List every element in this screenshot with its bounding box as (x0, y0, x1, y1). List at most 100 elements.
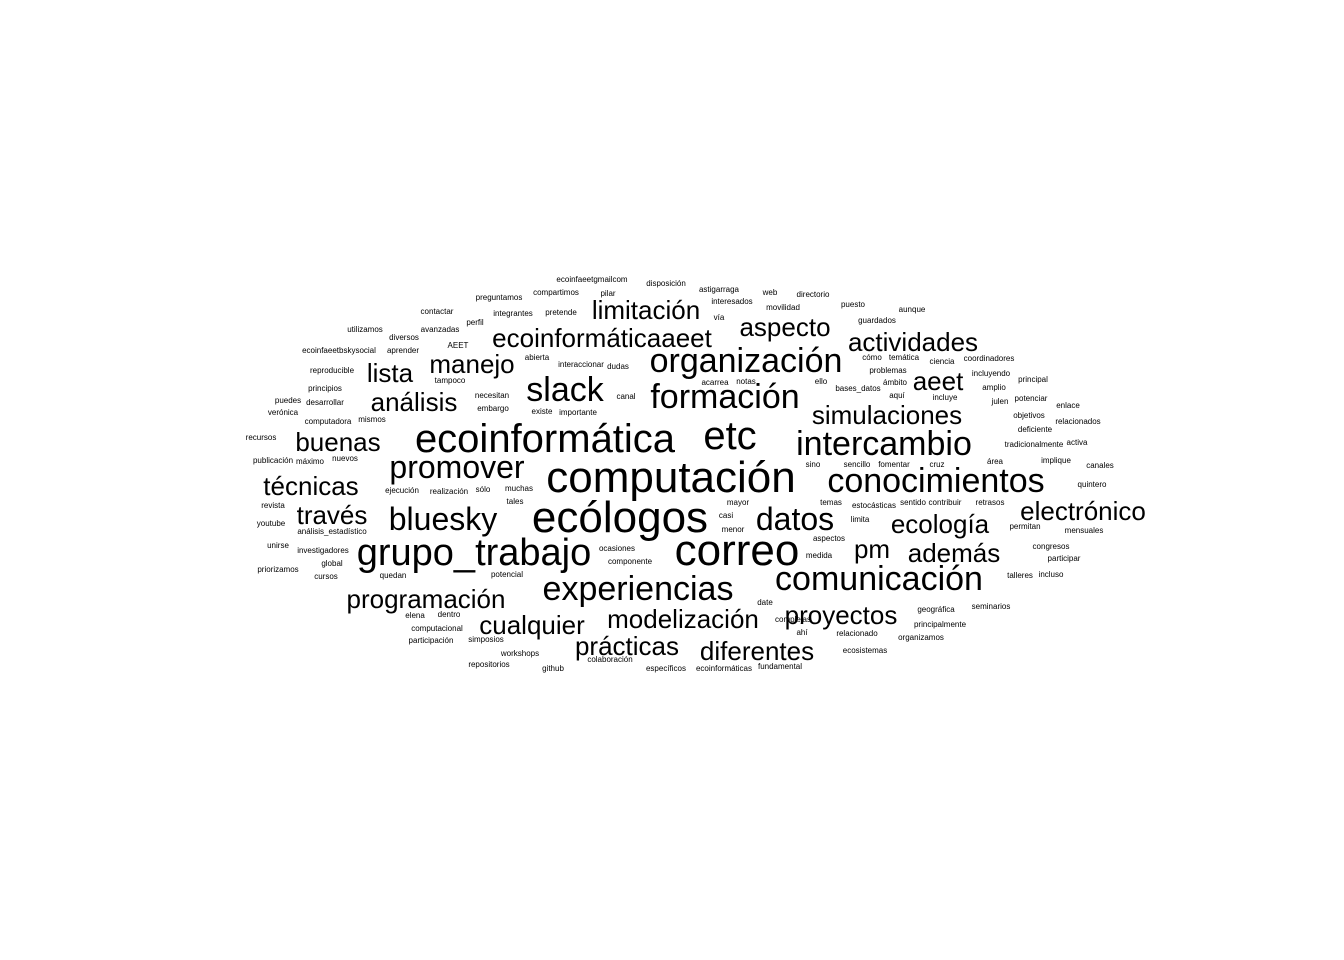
word-cloud-word: global (321, 559, 343, 568)
word-cloud-word: ahí (796, 628, 808, 637)
word-cloud-word: canales (1086, 461, 1114, 470)
word-cloud-word: objetivos (1013, 411, 1045, 420)
word-cloud-word: ello (814, 377, 828, 386)
word-cloud-word: componente (607, 557, 653, 566)
word-cloud-word: importante (559, 408, 597, 417)
word-cloud-word: comunicación (775, 560, 983, 598)
word-cloud-word: problemas (869, 366, 907, 375)
word-cloud-word: organizamos (898, 633, 944, 642)
word-cloud-word: ecoinfaeetbskysocial (302, 346, 376, 355)
word-cloud-word: formación (650, 378, 800, 416)
word-cloud-word: geográfica (917, 605, 955, 614)
word-cloud-word: dentro (437, 610, 461, 619)
word-cloud-word: sencillo (843, 460, 871, 469)
word-cloud-word: embargo (477, 404, 509, 413)
word-cloud-word: interaccionar (558, 360, 604, 369)
word-cloud-word: astigarraga (698, 285, 740, 294)
word-cloud-word: aspecto (739, 312, 831, 342)
word-cloud-word: menor (721, 525, 745, 534)
word-cloud-word: priorizamos (257, 565, 299, 574)
word-cloud-word: intercambio (796, 425, 972, 463)
word-cloud-word: electrónico (1020, 496, 1146, 526)
word-cloud-word: fundamental (757, 662, 803, 671)
word-cloud-word: programación (346, 584, 506, 614)
word-cloud-word: ecosistemas (842, 646, 888, 655)
word-cloud-word: ecólogos (531, 493, 709, 542)
word-cloud-word: enlace (1056, 401, 1080, 410)
word-cloud-word: principalmente (913, 620, 967, 629)
word-cloud-word: guardados (858, 316, 896, 325)
word-cloud-word: análisis_estadístico (297, 527, 367, 536)
word-cloud-word: contribuir (928, 498, 962, 507)
word-cloud-word: mismos (358, 415, 386, 424)
word-cloud-word: cualquier (479, 610, 585, 640)
word-cloud-word: experiencias (542, 570, 734, 608)
word-cloud-word: específicos (645, 664, 687, 673)
word-cloud-word: coordinadores (963, 354, 1015, 363)
word-cloud-word: ecología (890, 509, 990, 539)
word-cloud-word: datos (755, 501, 835, 537)
word-cloud-word: potencial (490, 570, 524, 579)
word-cloud-word: retrasos (975, 498, 1005, 507)
word-cloud-word: área (986, 457, 1004, 466)
word-cloud-word: tales (506, 497, 524, 506)
word-cloud-word: manejo (429, 349, 515, 379)
word-cloud-word: unirse (267, 541, 289, 550)
word-cloud-word: investigadores (297, 546, 349, 555)
word-cloud-word: fomentar (878, 460, 910, 469)
word-cloud-word: modelización (607, 604, 759, 634)
word-cloud-word: cómo (862, 353, 882, 362)
word-cloud-word: necesitan (474, 391, 510, 400)
word-cloud-word: integrantes (493, 309, 533, 318)
word-cloud-word: principios (308, 384, 342, 393)
word-cloud-word: sino (805, 460, 821, 469)
word-cloud-word: abierta (524, 353, 550, 362)
word-cloud-word: potenciar (1014, 394, 1048, 403)
word-cloud-word: limitación (591, 295, 701, 325)
word-cloud-word: directorio (796, 290, 830, 299)
word-cloud-word: ciencia (929, 357, 955, 366)
word-cloud-word: pilar (600, 289, 616, 298)
word-cloud-word: temas (820, 498, 842, 507)
word-cloud-word: revista (261, 501, 285, 510)
word-cloud-word: bluesky (388, 501, 498, 537)
word-cloud-word: grupo_trabajo (356, 532, 592, 574)
word-cloud-word: pretende (545, 308, 577, 317)
word-cloud-word: colaboración (587, 655, 633, 664)
word-cloud-word: permitan (1009, 522, 1041, 531)
word-cloud-word: organización (649, 342, 843, 380)
word-cloud-word: computadora (304, 417, 352, 426)
word-cloud-word: buenas (295, 427, 381, 457)
word-cloud-word: reproducible (309, 366, 355, 375)
word-cloud-word: ámbito (882, 378, 908, 387)
word-cloud-word: actividades (847, 327, 979, 357)
word-cloud-word: tampoco (434, 376, 466, 385)
word-cloud-word: nuevos (332, 454, 358, 463)
word-cloud-word: prácticas (574, 631, 680, 661)
word-cloud-word: computación (546, 453, 796, 502)
word-cloud-word: además (907, 538, 1001, 568)
word-cloud-word: estocásticas (851, 501, 897, 510)
word-cloud-word: implique (1041, 456, 1071, 465)
word-cloud-word: deficiente (1017, 425, 1053, 434)
word-cloud-word: amplio (982, 383, 1006, 392)
word-cloud-word: diversos (389, 333, 419, 342)
word-cloud-word: repositorios (468, 660, 510, 669)
word-cloud-word: date (757, 598, 773, 607)
word-cloud-word: pm (853, 534, 891, 564)
word-cloud-word: participación (408, 636, 454, 645)
word-cloud-word: workshops (500, 649, 540, 658)
word-cloud-word: acarrea (701, 378, 729, 387)
word-cloud-word: análisis (370, 387, 458, 417)
word-cloud-word: incluyendo (971, 369, 1011, 378)
word-cloud-word: congresos (1032, 542, 1070, 551)
word-cloud-word: ejecución (385, 486, 419, 495)
word-cloud-word: cursos (314, 572, 338, 581)
word-cloud-word: activa (1066, 438, 1088, 447)
word-cloud-word: talleres (1007, 571, 1033, 580)
word-cloud-word: incluso (1038, 570, 1064, 579)
word-cloud-word: slack (526, 371, 604, 409)
word-cloud-word: aunque (898, 305, 926, 314)
word-cloud-word: simulaciones (811, 400, 963, 430)
word-cloud-word: notas (736, 377, 756, 386)
